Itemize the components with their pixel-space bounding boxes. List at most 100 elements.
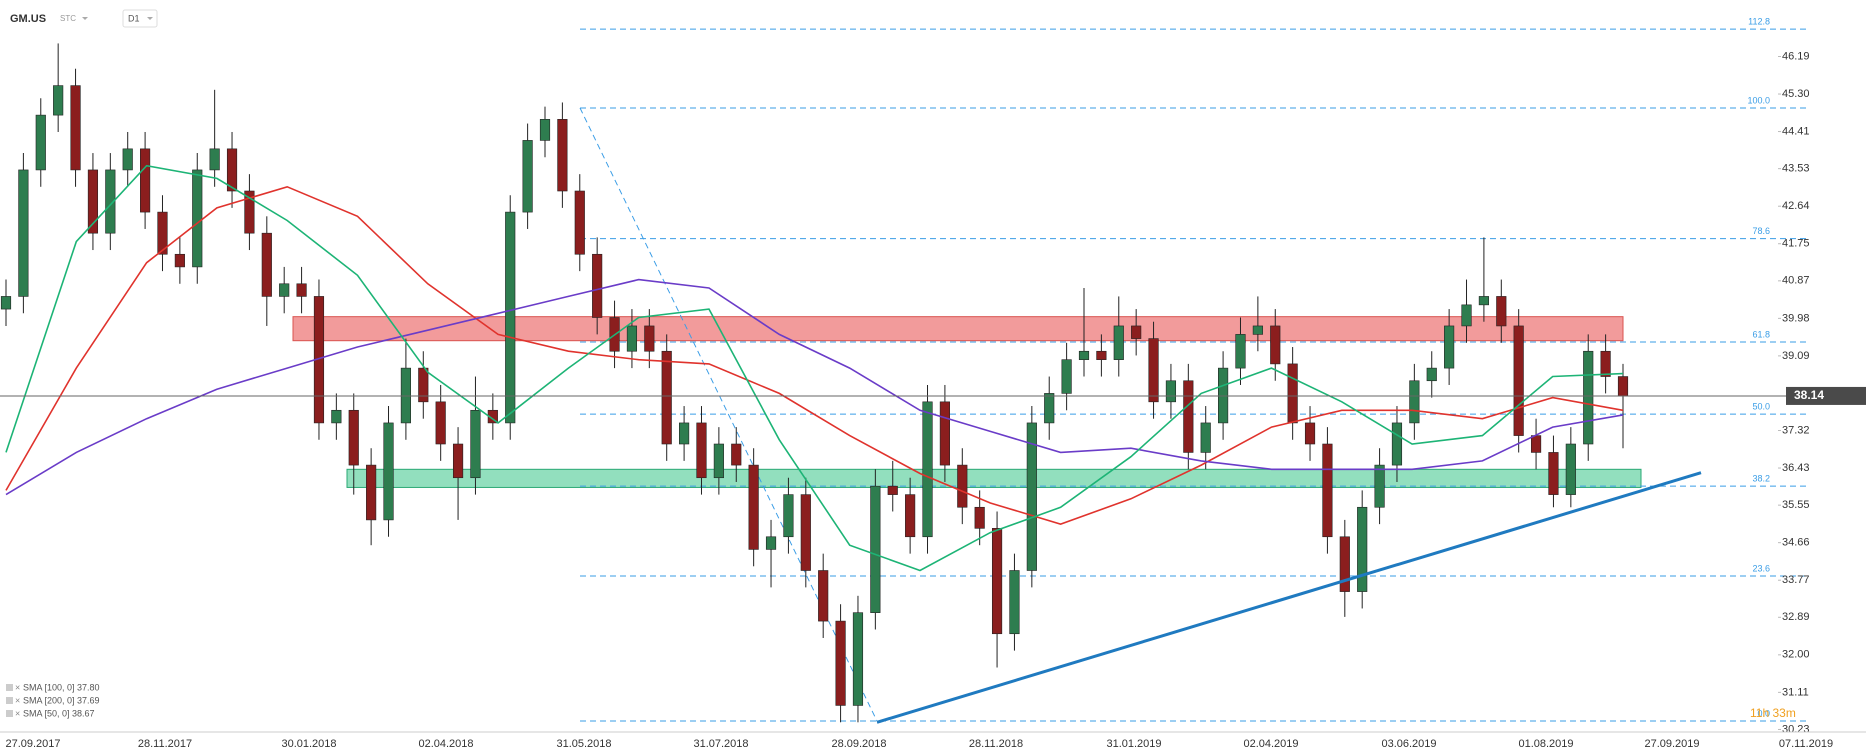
y-tick-label: 31.11 <box>1782 686 1809 698</box>
candle-body <box>1096 350 1107 360</box>
fib-label: 38.2 <box>1752 474 1770 484</box>
candle-body <box>418 367 429 403</box>
candle-body <box>939 401 950 466</box>
candle-body <box>35 114 46 171</box>
interval[interactable]: D1 <box>128 13 140 23</box>
candle-body <box>887 485 898 495</box>
countdown: 11h 33m <box>1750 706 1796 720</box>
candle-body <box>1444 325 1455 369</box>
candle-body <box>1565 443 1576 495</box>
candle-body <box>1357 506 1368 592</box>
candle-body <box>1026 422 1037 571</box>
candle-body <box>1617 376 1629 397</box>
x-tick-label: 31.01.2019 <box>1106 738 1161 750</box>
legend-close[interactable]: × <box>15 695 20 705</box>
y-tick-label: 30.23 <box>1782 723 1810 735</box>
fib-label: 100.0 <box>1747 95 1770 105</box>
candle-body <box>18 169 29 297</box>
candle-body <box>209 148 220 171</box>
x-tick-label: 31.05.2018 <box>556 738 611 750</box>
candle-body <box>922 401 933 538</box>
fib-label: 78.6 <box>1752 226 1770 236</box>
candle-body <box>70 85 81 171</box>
x-tick-label: 28.09.2018 <box>831 738 886 750</box>
legend-close[interactable]: × <box>15 708 20 718</box>
candle-body <box>105 169 116 234</box>
candle-body <box>522 140 533 213</box>
candle-body <box>1548 452 1559 495</box>
candle-body <box>1078 350 1090 360</box>
candle-body <box>1478 296 1489 306</box>
candle-body <box>713 443 724 479</box>
candle-body <box>1513 325 1524 436</box>
legend-entry: SMA [100, 0] 37.80 <box>23 682 100 692</box>
candle-body <box>661 350 672 445</box>
x-tick-label: 07.11.2019 <box>1779 738 1833 750</box>
candle-body <box>592 253 603 318</box>
trend-line <box>876 471 1702 724</box>
candle-body <box>1426 367 1437 382</box>
dropdown-arrow[interactable] <box>147 17 153 20</box>
candle-body <box>557 119 568 192</box>
candle-body <box>1461 304 1472 327</box>
x-tick-label: 28.11.2018 <box>969 738 1023 750</box>
dropdown-arrow[interactable] <box>82 17 88 20</box>
candle-body <box>748 464 759 550</box>
market[interactable]: STC <box>60 14 76 23</box>
candle-body <box>1583 350 1594 445</box>
y-tick-label: 39.09 <box>1782 350 1810 362</box>
candle-body <box>539 119 551 141</box>
y-tick-label: 36.43 <box>1782 462 1810 474</box>
candle-body <box>331 409 342 424</box>
candle-body <box>974 506 985 529</box>
candle-body <box>435 401 446 445</box>
candle-body <box>1600 350 1611 377</box>
legend-icon[interactable] <box>6 710 13 717</box>
y-tick-label: 32.89 <box>1782 611 1810 623</box>
x-tick-label: 27.09.2017 <box>5 738 60 750</box>
y-tick-label: 35.55 <box>1782 499 1810 511</box>
legend-entry: SMA [200, 0] 37.69 <box>23 695 100 705</box>
y-tick-label: 37.32 <box>1782 424 1810 436</box>
candle-body <box>296 283 307 297</box>
candle-body <box>765 536 777 550</box>
legend-close[interactable]: × <box>15 682 20 692</box>
last-price-box <box>1786 386 1866 405</box>
y-tick-label: 40.87 <box>1782 275 1810 287</box>
y-tick-label: 39.98 <box>1782 312 1810 324</box>
x-tick-label: 02.04.2019 <box>1243 738 1298 750</box>
x-tick-label: 28.11.2017 <box>138 738 192 750</box>
y-tick-label: 45.30 <box>1782 88 1810 100</box>
candle-body <box>1113 325 1124 360</box>
candle-body <box>696 422 707 479</box>
x-tick-label: 30.01.2018 <box>281 738 336 750</box>
legend-icon[interactable] <box>6 697 13 704</box>
y-tick-label: 44.41 <box>1782 125 1810 137</box>
candle-body <box>1496 296 1507 327</box>
candle-body <box>53 85 64 116</box>
candle-body <box>1374 464 1385 508</box>
candle-body <box>1235 334 1246 369</box>
candle-body <box>835 620 846 706</box>
interval-box[interactable] <box>122 9 158 28</box>
candle-body <box>818 570 829 622</box>
candle-body <box>991 528 1003 635</box>
candle-body <box>626 325 638 352</box>
candle-body <box>679 422 690 445</box>
legend-entry: SMA [50, 0] 38.67 <box>23 708 95 718</box>
x-tick-label: 31.07.2018 <box>693 738 748 750</box>
candle-body <box>1409 380 1420 424</box>
candle-body <box>870 485 881 613</box>
zone <box>292 316 1624 342</box>
candle-body <box>226 148 238 192</box>
candle-body <box>1148 338 1159 403</box>
fib-label: 112.8 <box>1748 16 1770 26</box>
legend-icon[interactable] <box>6 684 13 691</box>
candle-body <box>157 211 168 255</box>
symbol: GM.US <box>10 13 46 25</box>
candle-body <box>1391 422 1403 466</box>
candle-body <box>279 283 290 297</box>
y-tick-label: 46.19 <box>1782 50 1810 62</box>
candle-body <box>1044 393 1055 424</box>
